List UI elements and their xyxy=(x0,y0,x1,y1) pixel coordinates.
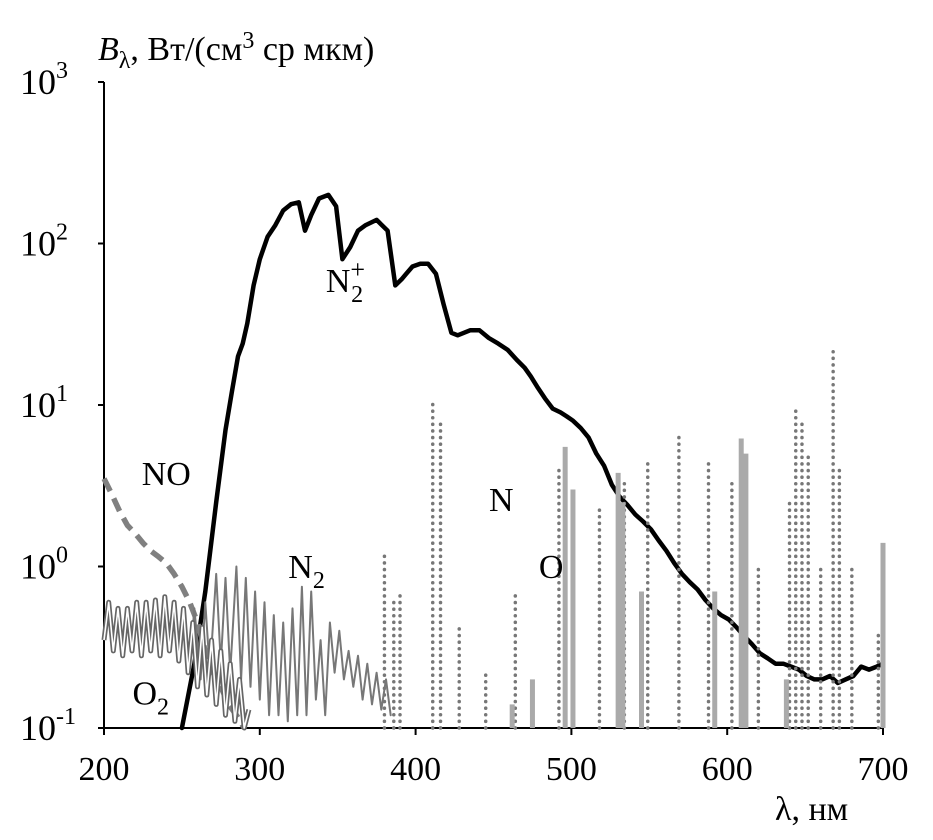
x-tick-label: 400 xyxy=(390,751,441,788)
ticks-layer: 200 300 400 500 600 700 103 102 101 100 10-1 xyxy=(20,58,909,788)
series-o2 xyxy=(103,595,250,729)
series-n2 xyxy=(188,565,392,723)
annotation-n: N xyxy=(489,482,514,519)
x-tick-label: 700 xyxy=(858,751,909,788)
series-layer xyxy=(101,192,886,731)
annotation-no: NO xyxy=(142,456,191,493)
annotation-o2: O2 xyxy=(132,675,169,720)
annotation-o: O xyxy=(539,549,564,586)
y-tick-label: 100 xyxy=(20,543,68,587)
series-n2 xyxy=(179,192,886,731)
y-tick-label: 102 xyxy=(20,220,68,264)
y-axis-title: Bλ, Вт/(см3 ср мкм) xyxy=(98,28,374,74)
x-tick-label: 300 xyxy=(234,751,285,788)
series-o xyxy=(509,438,886,728)
y-tick-label: 10-1 xyxy=(20,704,76,748)
series-no xyxy=(101,477,247,730)
y-tick-label: 103 xyxy=(20,58,68,102)
x-tick-label: 200 xyxy=(79,751,130,788)
x-axis-title: λ, нм xyxy=(775,791,848,828)
annotation-n2: N2 xyxy=(288,549,325,594)
annotation-layer: NO N+ 2 N2 NO O2 xyxy=(132,255,563,720)
annotation-n2plus: N+ 2 xyxy=(326,255,365,308)
y-tick-label: 101 xyxy=(20,381,68,425)
plot-area xyxy=(103,82,883,729)
x-tick-label: 500 xyxy=(546,751,597,788)
x-tick-label: 600 xyxy=(702,751,753,788)
